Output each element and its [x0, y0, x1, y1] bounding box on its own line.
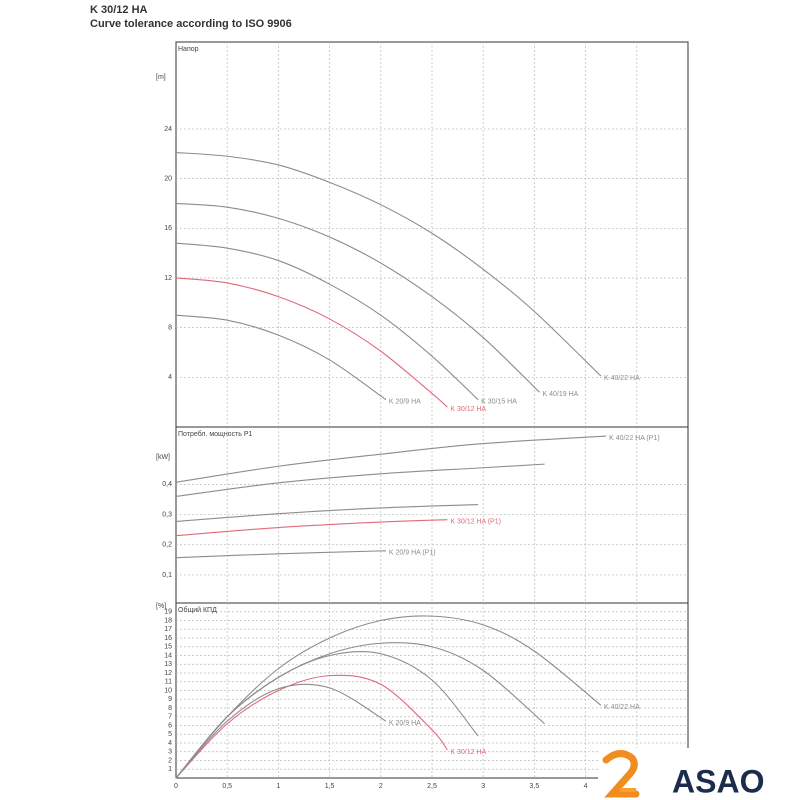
curve: [175, 550, 386, 559]
y-tick-label: 4: [168, 740, 172, 747]
y-tick-label: 24: [164, 126, 172, 133]
curve: [175, 519, 448, 537]
x-tick-label: 3,5: [530, 783, 540, 790]
panel-title: Напор: [178, 46, 199, 53]
series-label: K 30/12 HA: [450, 406, 486, 413]
series-label: K 40/22 HA: [604, 704, 640, 711]
y-tick-label: 4: [168, 374, 172, 381]
y-tick-label: 2: [168, 757, 172, 764]
curve: [175, 683, 387, 779]
y-tick-label: 13: [164, 661, 172, 668]
y-tick-label: 0,3: [162, 511, 172, 518]
subtitle: Curve tolerance according to ISO 9906: [90, 18, 292, 30]
y-tick-label: 17: [164, 626, 172, 633]
series-label: K 40/19 HA: [543, 391, 579, 398]
logo-text: ASAO: [672, 763, 764, 799]
curve: [175, 650, 479, 779]
y-tick-label: 14: [164, 652, 172, 659]
curve: [175, 642, 546, 779]
y-tick-label: 10: [164, 687, 172, 694]
series-label: K 30/12 HA: [450, 749, 486, 756]
series-label: K 20/9 HA: [389, 720, 421, 727]
curve: [175, 151, 602, 377]
y-unit-label: [kW]: [156, 454, 170, 461]
y-tick-label: 0,4: [162, 481, 172, 488]
y-tick-label: 18: [164, 617, 172, 624]
y-tick-label: 15: [164, 644, 172, 651]
curve: [175, 674, 448, 779]
curve: [175, 435, 607, 483]
y-tick-label: 12: [164, 275, 172, 282]
y-tick-label: 1: [168, 766, 172, 773]
y-tick-label: 20: [164, 175, 172, 182]
curve: [175, 615, 602, 779]
series-label: K 20/9 HA (P1): [389, 550, 436, 557]
y-unit-label: [%]: [156, 603, 166, 610]
y-tick-label: 7: [168, 714, 172, 721]
curve: [175, 202, 540, 393]
x-tick-label: 0: [174, 783, 178, 790]
x-tick-label: 1,5: [325, 783, 335, 790]
curve: [175, 504, 479, 523]
y-tick-label: 16: [164, 635, 172, 642]
y-tick-label: 8: [168, 324, 172, 331]
series-label: K 40/22 HA (P1): [609, 435, 660, 442]
curve: [175, 242, 479, 401]
y-tick-label: 12: [164, 670, 172, 677]
x-tick-label: 2: [379, 783, 383, 790]
y-tick-label: 3: [168, 749, 172, 756]
y-tick-label: 0,1: [162, 572, 172, 579]
y-tick-label: 0,2: [162, 542, 172, 549]
x-tick-label: 0,5: [222, 783, 232, 790]
panel-title: Общий КПД: [178, 606, 217, 614]
logo: ASAO: [598, 748, 800, 800]
curve: [175, 314, 387, 401]
x-tick-label: 1: [276, 783, 280, 790]
panel-title: Потребл. мощность P1: [178, 430, 253, 438]
x-tick-label: 3: [481, 783, 485, 790]
y-tick-label: 16: [164, 225, 172, 232]
y-tick-label: 19: [164, 609, 172, 616]
y-tick-label: 5: [168, 731, 172, 738]
y-unit-label: [m]: [156, 74, 166, 81]
series-label: K 30/15 HA: [481, 399, 517, 406]
series-label: K 30/12 HA (P1): [450, 519, 501, 526]
y-tick-label: 6: [168, 722, 172, 729]
curve: [175, 463, 545, 497]
x-tick-label: 4: [584, 783, 588, 790]
x-tick-label: 2,5: [427, 783, 437, 790]
y-tick-label: 9: [168, 696, 172, 703]
title: K 30/12 HA: [90, 4, 148, 16]
y-tick-label: 8: [168, 705, 172, 712]
curve: [175, 277, 448, 408]
series-label: K 40/22 HA: [604, 375, 640, 382]
series-label: K 20/9 HA: [389, 399, 421, 406]
y-tick-label: 11: [165, 679, 172, 686]
